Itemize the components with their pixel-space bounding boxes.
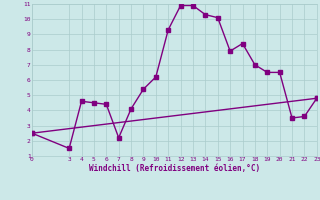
X-axis label: Windchill (Refroidissement éolien,°C): Windchill (Refroidissement éolien,°C) (89, 164, 260, 173)
